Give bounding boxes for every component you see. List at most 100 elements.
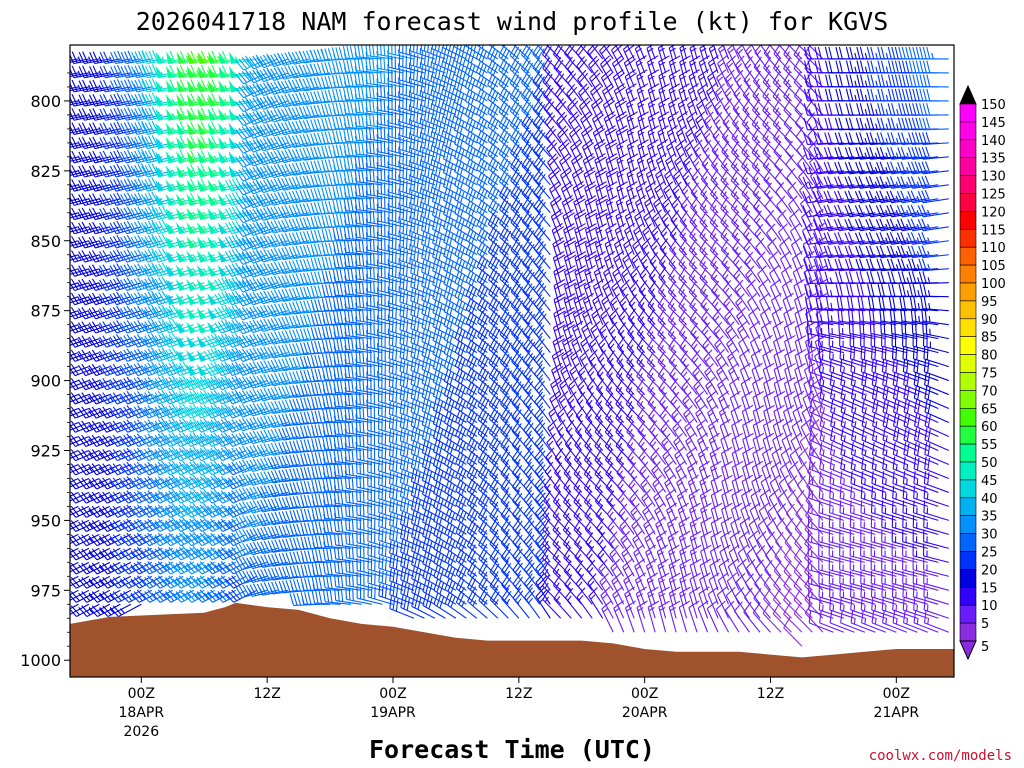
colorbar-swatch: [959, 515, 977, 534]
wind-barb: [918, 245, 949, 259]
wind-barb: [70, 435, 79, 441]
wind-barb: [70, 449, 90, 460]
wind-barb: [783, 560, 803, 591]
wind-barb: [552, 236, 565, 269]
colorbar-swatch: [959, 354, 977, 373]
wind-barb: [120, 192, 152, 206]
colorbar-swatch: [959, 533, 977, 552]
wind-barb: [464, 75, 488, 102]
wind-barb: [88, 406, 121, 419]
wind-barb: [203, 488, 236, 504]
wind-barb: [130, 589, 163, 603]
wind-barb: [605, 392, 625, 423]
wind-barb: [203, 432, 236, 447]
wind-barb: [109, 135, 142, 150]
wind-barb: [614, 97, 627, 130]
wind-barb: [193, 561, 226, 575]
wind-barb: [321, 228, 352, 242]
wind-barb: [224, 276, 257, 292]
wind-barb: [709, 197, 729, 228]
wind-barb: [246, 569, 278, 584]
wind-barb: [88, 603, 121, 618]
wind-barb: [193, 575, 226, 589]
wind-barb: [151, 418, 184, 433]
wind-barb: [235, 556, 268, 571]
wind-barb: [78, 491, 111, 504]
wind-barb: [667, 295, 687, 326]
wind-barb: [548, 167, 562, 200]
wind-barb: [235, 584, 268, 599]
wind-barb: [321, 214, 352, 228]
wind-barb: [172, 418, 205, 433]
wind-barb: [70, 575, 90, 587]
wind-barb: [88, 575, 121, 589]
wind-barb: [70, 463, 100, 476]
wind-barb: [321, 270, 352, 284]
wind-barb: [70, 408, 79, 413]
wind-barb: [444, 480, 467, 507]
wind-barb: [594, 421, 614, 451]
wind-barb: [151, 589, 184, 603]
wind-barb: [668, 267, 687, 298]
wind-barb: [70, 114, 79, 118]
wind-barb: [615, 393, 635, 423]
wind-barb: [130, 575, 163, 589]
wind-barb: [433, 550, 457, 577]
wind-barb: [109, 533, 142, 547]
wind-barb: [611, 572, 625, 605]
wind-barb: [727, 348, 740, 381]
wind-barb: [433, 592, 457, 619]
wind-barb: [433, 508, 457, 535]
wind-barb: [552, 504, 572, 535]
wind-barb: [70, 100, 79, 104]
wind-barb: [706, 390, 719, 423]
wind-barb: [772, 71, 792, 102]
wind-barb: [140, 433, 173, 447]
wind-barb: [613, 83, 627, 116]
wind-barb: [720, 169, 740, 200]
wind-barb: [752, 85, 771, 116]
wind-barb: [203, 403, 236, 419]
wind-barb: [579, 97, 593, 130]
wind-barb: [119, 490, 153, 504]
wind-barb: [182, 446, 215, 462]
wind-barb: [193, 446, 226, 462]
wind-barb: [647, 294, 667, 326]
colorbar-swatch: [959, 461, 977, 481]
wind-barb: [70, 434, 100, 447]
wind-barb: [70, 505, 90, 516]
wind-barb: [172, 531, 205, 547]
colorbar-swatch: [959, 103, 977, 123]
wind-barb: [576, 587, 593, 619]
wind-barb: [151, 460, 184, 476]
colorbar-label: 105: [981, 259, 1006, 274]
x-axis-label: Forecast Time (UTC): [369, 735, 655, 764]
wind-barb: [433, 578, 457, 605]
wind-barb: [678, 239, 698, 270]
wind-barb: [228, 94, 257, 107]
colorbar-swatch: [959, 229, 977, 248]
wind-barb: [569, 125, 583, 158]
wind-barb: [235, 194, 268, 210]
wind-barb: [604, 421, 625, 451]
wind-barb: [141, 589, 174, 603]
wind-barb: [70, 505, 100, 518]
wind-barb: [70, 108, 100, 121]
wind-barb: [642, 502, 656, 535]
wind-barb: [214, 575, 247, 589]
wind-barb: [793, 560, 813, 591]
wind-barb: [331, 61, 362, 74]
wind-barb: [140, 419, 173, 433]
wind-barb: [571, 166, 585, 200]
wind-barb: [172, 589, 205, 603]
wind-barb: [88, 547, 121, 561]
colorbar-swatch: [959, 336, 977, 355]
wind-barb: [443, 327, 467, 354]
wind-barb: [646, 351, 667, 381]
wind-barb: [464, 89, 488, 116]
wind-barb: [203, 474, 236, 490]
colorbar-swatch: [959, 390, 977, 409]
wind-barb: [762, 113, 782, 144]
wind-barb: [70, 561, 100, 575]
wind-barb: [78, 547, 111, 561]
